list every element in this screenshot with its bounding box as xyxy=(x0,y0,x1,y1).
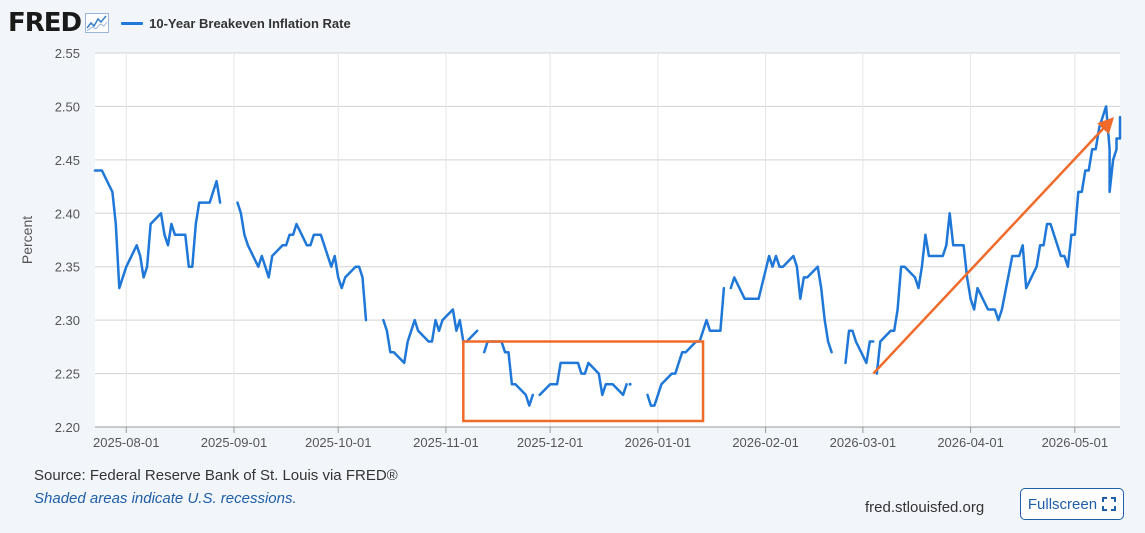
series-line-segment xyxy=(465,329,479,343)
series-line-segment xyxy=(875,105,1122,375)
series-point xyxy=(628,382,632,386)
site-link[interactable]: fred.stlouisfed.org xyxy=(865,499,985,516)
y-tick-label: 2.40 xyxy=(55,206,80,221)
highlight-rectangle xyxy=(462,340,705,423)
legend-series-label: 10-Year Breakeven Inflation Rate xyxy=(149,15,351,31)
fullscreen-label: Fullscreen xyxy=(1027,495,1098,513)
x-tick-label: 2025-10-01 xyxy=(305,435,372,450)
x-tick-label: 2026-02-01 xyxy=(732,435,799,450)
x-tick-label: 2026-05-01 xyxy=(1042,435,1109,450)
y-tick-label: 2.30 xyxy=(55,313,80,328)
source-text: Source: Federal Reserve Bank of St. Loui… xyxy=(34,467,398,484)
y-tick-label: 2.55 xyxy=(55,46,80,61)
annotations xyxy=(462,117,1114,423)
x-axis-ticks: 2025-08-01 2025-09-01 2025-10-01 2025-11-01… xyxy=(93,426,1120,450)
series-line xyxy=(93,105,1122,407)
x-tick-label: 2025-11-01 xyxy=(413,435,479,450)
graph-icon xyxy=(85,13,110,33)
series-line-segment xyxy=(844,329,875,365)
x-tick-label: 2025-08-01 xyxy=(93,435,160,450)
trend-arrow-line xyxy=(872,127,1104,375)
series-line-segment xyxy=(382,308,465,365)
x-tick-label: 2026-04-01 xyxy=(937,435,1004,450)
fred-logo[interactable]: FRED xyxy=(8,8,82,38)
series-line-segment xyxy=(646,286,726,407)
trend-arrow-head xyxy=(1097,117,1114,135)
series-line-segment xyxy=(236,201,368,322)
x-tick-label: 2026-03-01 xyxy=(830,435,897,450)
legend-line-swatch xyxy=(121,21,144,25)
y-tick-label: 2.50 xyxy=(55,99,80,114)
x-tick-label: 2025-09-01 xyxy=(201,435,268,450)
x-tick-label: 2026-01-01 xyxy=(625,435,692,450)
recession-note: Shaded areas indicate U.S. recessions. xyxy=(34,490,297,507)
series-line-segment xyxy=(729,254,833,354)
plot-area xyxy=(95,53,1120,427)
expand-icon xyxy=(1102,497,1117,511)
series-line-segment xyxy=(93,169,222,290)
y-axis-label: Percent xyxy=(19,216,35,264)
x-tick-label: 2025-12-01 xyxy=(517,435,584,450)
y-tick-label: 2.35 xyxy=(55,260,80,275)
series-line-segment xyxy=(538,361,628,397)
y-tick-label: 2.45 xyxy=(55,153,80,168)
y-tick-label: 2.20 xyxy=(55,420,80,435)
y-tick-label: 2.25 xyxy=(55,367,80,382)
fullscreen-button[interactable]: Fullscreen xyxy=(1020,488,1124,520)
chart-header: FRED 10-Year Breakeven Inflation Rate xyxy=(8,8,351,38)
y-axis-ticks: 2.20 2.25 2.30 2.35 2.40 2.45 2.50 2.55 xyxy=(55,46,80,435)
